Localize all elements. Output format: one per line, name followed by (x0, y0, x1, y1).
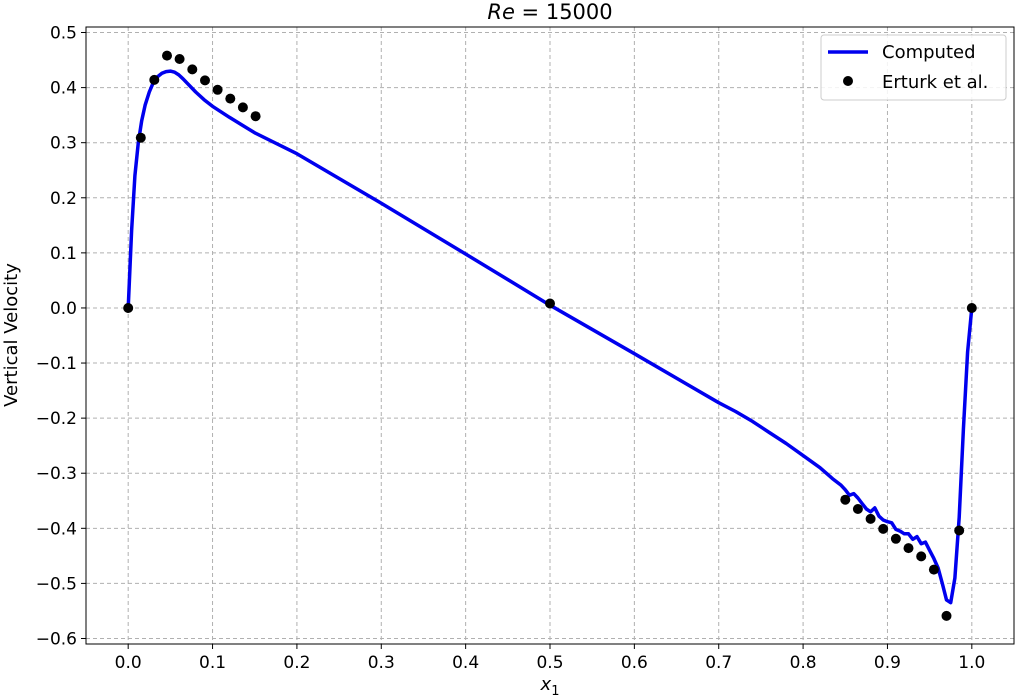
x-tick-label: 0.9 (874, 653, 901, 673)
x-tick-label: 0.7 (705, 653, 732, 673)
x-axis-ticks: 0.0 0.1 0.2 0.3 0.4 0.5 0.6 0.7 0.8 0.9 1.0 (115, 644, 985, 673)
y-tick-label: −0.6 (36, 629, 77, 649)
y-tick-label: −0.1 (36, 354, 77, 374)
x-tick-label: 0.8 (790, 653, 817, 673)
legend-erturk-swatch (843, 76, 853, 86)
erturk-data-point (123, 303, 134, 313)
erturk-data-point (225, 93, 236, 104)
erturk-data-point (916, 551, 927, 562)
erturk-data-point (174, 54, 185, 64)
computed-series-line (126, 69, 974, 605)
legend-computed-label: Computed (882, 42, 976, 63)
erturk-data-point (890, 533, 901, 544)
y-tick-label: −0.2 (36, 409, 77, 429)
x-tick-label: 0.3 (368, 653, 395, 673)
y-tick-label: 0.1 (50, 244, 77, 264)
y-tick-label: 0.2 (50, 189, 77, 209)
x-tick-label: 1.0 (958, 653, 985, 673)
erturk-data-point (187, 64, 198, 75)
erturk-data-point (865, 513, 876, 524)
erturk-data-point (135, 132, 146, 143)
erturk-data-point (878, 523, 889, 534)
erturk-data-point (941, 610, 952, 621)
x-tick-label: 0.6 (621, 653, 648, 673)
x-tick-label: 0.4 (452, 653, 479, 673)
y-tick-label: 0.4 (50, 79, 77, 99)
legend-erturk-label: Erturk et al. (882, 72, 988, 93)
x-tick-label: 0.1 (199, 653, 226, 673)
y-tick-label: 0.5 (50, 24, 77, 44)
erturk-data-point (966, 303, 977, 313)
erturk-data-point (149, 74, 160, 85)
x-tick-label: 0.0 (115, 653, 142, 673)
erturk-data-point (200, 75, 210, 86)
erturk-data-point (840, 494, 851, 505)
y-axis-label: Vertical Velocity (1, 263, 22, 407)
plot-series (123, 50, 977, 621)
erturk-data-point (954, 525, 965, 536)
x-axis-label: x1 (540, 674, 560, 695)
erturk-data-point (852, 504, 863, 514)
x-tick-label: 0.5 (536, 653, 563, 673)
erturk-data-point (237, 102, 248, 113)
erturk-data-point (903, 543, 914, 554)
y-tick-label: 0.3 (50, 134, 77, 154)
erturk-data-point (928, 564, 939, 575)
grid-lines (86, 27, 1014, 644)
x-tick-label: 0.2 (283, 653, 310, 673)
erturk-data-point (545, 298, 555, 309)
legend: Computed Erturk et al. (820, 34, 1007, 101)
y-tick-label: −0.5 (36, 574, 77, 594)
erturk-data-point (250, 111, 261, 122)
y-tick-label: −0.4 (36, 519, 77, 539)
y-tick-label: 0.0 (50, 299, 77, 319)
chart-title: Re = 15000 (487, 0, 612, 24)
erturk-data-point (212, 84, 223, 95)
y-axis-ticks: −0.6 −0.5 −0.4 −0.3 −0.2 −0.1 0.0 0.1 0.2 0.3 0.4 0… (36, 24, 86, 649)
erturk-data-point (162, 50, 172, 61)
y-tick-label: −0.3 (36, 464, 77, 484)
